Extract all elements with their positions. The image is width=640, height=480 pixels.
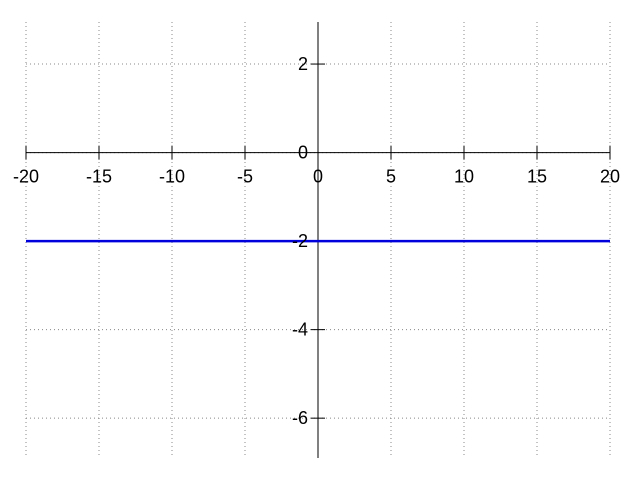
x-tick-label: -15 [86,167,112,187]
x-tick-label: 20 [600,167,620,187]
x-tick-label: 0 [313,167,323,187]
x-tick-label: 15 [527,167,547,187]
y-tick-label: 0 [298,143,308,163]
x-tick-label: -5 [237,167,253,187]
x-tick-label: 10 [454,167,474,187]
y-tick-label: -4 [292,320,308,340]
x-tick-label: -10 [159,167,185,187]
x-tick-label: -20 [13,167,39,187]
y-tick-label: -6 [292,408,308,428]
y-tick-label: 2 [298,54,308,74]
x-tick-label: 5 [386,167,396,187]
y-tick-label: -2 [292,231,308,251]
